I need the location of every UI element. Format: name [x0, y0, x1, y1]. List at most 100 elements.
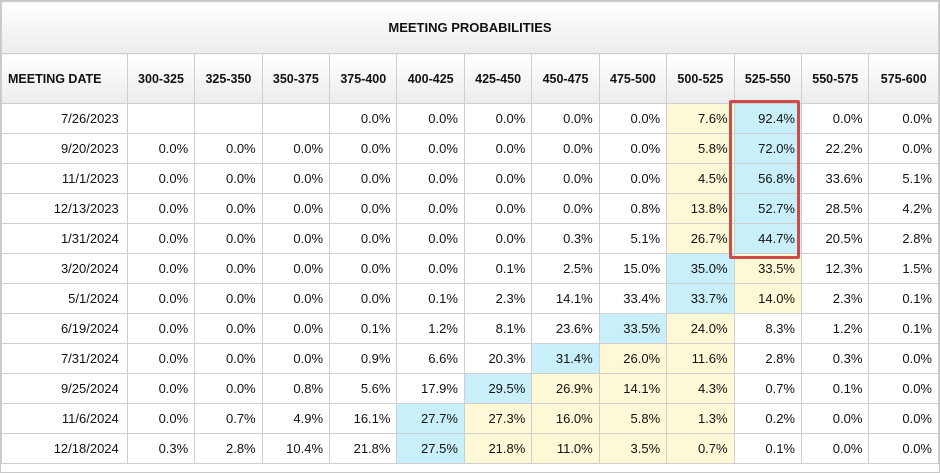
probability-cell: 14.0% [733, 283, 803, 314]
probability-cell: 0.0% [531, 133, 600, 164]
column-header-300-325: 300-325 [126, 53, 196, 104]
probability-cell: 0.0% [261, 193, 331, 224]
table-row: 3/20/2024 0.0% 0.0% 0.0% 0.0% 0.0% 0.1% 2.5% 15.… [1, 253, 939, 284]
probability-cell: 0.0% [126, 193, 196, 224]
probability-cell: 15.0% [598, 253, 668, 284]
table-row: 11/1/2023 0.0% 0.0% 0.0% 0.0% 0.0% 0.0% 0.0% 0.0… [1, 163, 939, 194]
column-header-400-425: 400-425 [396, 53, 465, 104]
probability-cell: 0.0% [126, 283, 196, 314]
meeting-date-cell: 5/1/2024 [1, 283, 128, 314]
probability-cell: 2.3% [463, 283, 533, 314]
table-row: 11/6/2024 0.0% 0.7% 4.9% 16.1% 27.7% 27.3% 16.0… [1, 403, 939, 434]
probability-cell: 0.7% [733, 373, 803, 404]
probability-cell: 33.4% [598, 283, 668, 314]
probability-cell: 4.2% [868, 193, 939, 224]
probability-cell: 1.3% [666, 403, 735, 434]
probability-cell: 21.8% [329, 433, 398, 464]
meeting-date-cell: 12/13/2023 [1, 193, 128, 224]
meeting-date-cell: 7/26/2023 [1, 103, 128, 134]
probability-cell: 28.5% [800, 193, 870, 224]
column-header-375-400: 375-400 [329, 53, 398, 104]
meeting-date-cell: 1/31/2024 [1, 223, 128, 254]
probability-cell: 33.7% [666, 283, 735, 314]
probability-cell: 6.6% [396, 343, 465, 374]
probability-cell: 0.1% [396, 283, 465, 314]
probability-cell: 0.0% [868, 133, 939, 164]
probability-cell: 0.0% [868, 103, 939, 134]
probability-cell: 35.0% [666, 253, 735, 284]
probability-cell: 12.3% [800, 253, 870, 284]
probability-cell: 0.0% [194, 163, 263, 194]
table-row: 9/20/2023 0.0% 0.0% 0.0% 0.0% 0.0% 0.0% 0.0% 0.0… [1, 133, 939, 164]
probability-cell: 0.0% [261, 313, 331, 344]
column-header-350-375: 350-375 [261, 53, 331, 104]
probability-cell: 7.6% [666, 103, 735, 134]
probability-cell: 27.7% [396, 403, 465, 434]
probability-cell: 92.4% [733, 103, 803, 134]
probability-cell: 16.1% [329, 403, 398, 434]
probability-cell: 0.0% [194, 193, 263, 224]
probability-cell: 2.8% [868, 223, 939, 254]
probability-cell: 0.0% [396, 133, 465, 164]
probability-cell: 4.9% [261, 403, 331, 434]
probability-cell: 5.8% [666, 133, 735, 164]
table-row: 5/1/2024 0.0% 0.0% 0.0% 0.0% 0.1% 2.3% 14.1% 33.… [1, 283, 939, 314]
probability-cell: 0.0% [261, 163, 331, 194]
probability-cell: 0.0% [868, 433, 939, 464]
probability-cell: 44.7% [733, 223, 803, 254]
probability-cell: 27.5% [396, 433, 465, 464]
probability-cell: 1.2% [800, 313, 870, 344]
probability-cell: 0.0% [396, 103, 465, 134]
probability-cell: 0.0% [126, 163, 196, 194]
meeting-date-cell: 3/20/2024 [1, 253, 128, 284]
probability-cell: 0.0% [598, 163, 668, 194]
table-body: 7/26/2023 0.0% 0.0% 0.0% 0.0% 0.0% 7.6% 92.4% 0.… [1, 103, 939, 464]
probability-cell: 0.0% [261, 343, 331, 374]
probability-cell [126, 103, 196, 134]
probability-cell: 0.0% [329, 253, 398, 284]
probability-cell: 0.0% [126, 373, 196, 404]
probability-cell: 0.0% [126, 223, 196, 254]
probability-cell: 4.5% [666, 163, 735, 194]
column-header-500-525: 500-525 [666, 53, 735, 104]
probability-cell: 16.0% [531, 403, 600, 434]
probability-cell: 0.0% [194, 313, 263, 344]
probability-cell: 0.9% [329, 343, 398, 374]
probability-cell: 0.7% [666, 433, 735, 464]
column-header-325-350: 325-350 [194, 53, 263, 104]
probability-cell: 0.0% [194, 133, 263, 164]
probability-cell: 0.0% [463, 223, 533, 254]
probability-cell: 0.3% [800, 343, 870, 374]
table-row: 7/26/2023 0.0% 0.0% 0.0% 0.0% 0.0% 7.6% 92.4% 0.… [1, 103, 939, 134]
table-row: 9/25/2024 0.0% 0.0% 0.8% 5.6% 17.9% 29.5% 26.9%… [1, 373, 939, 404]
probability-cell: 52.7% [733, 193, 803, 224]
probability-cell: 29.5% [463, 373, 533, 404]
probability-cell: 0.0% [800, 103, 870, 134]
probability-cell: 17.9% [396, 373, 465, 404]
probability-cell: 0.0% [261, 283, 331, 314]
table-row: 12/13/2023 0.0% 0.0% 0.0% 0.0% 0.0% 0.0% 0.0% 0.… [1, 193, 939, 224]
probability-cell: 0.0% [868, 343, 939, 374]
probability-cell: 0.0% [329, 193, 398, 224]
probability-cell: 23.6% [531, 313, 600, 344]
meeting-probabilities-table: MEETING PROBABILITIES MEETING DATE 300-32… [1, 1, 939, 464]
meeting-date-cell: 9/20/2023 [1, 133, 128, 164]
probability-cell: 0.0% [598, 103, 668, 134]
column-header-575-600: 575-600 [868, 53, 939, 104]
probability-cell: 33.5% [598, 313, 668, 344]
probability-cell: 56.8% [733, 163, 803, 194]
probability-cell: 0.0% [126, 343, 196, 374]
probability-cell: 0.0% [329, 283, 398, 314]
probability-cell: 0.0% [194, 343, 263, 374]
probability-cell: 72.0% [733, 133, 803, 164]
probability-cell: 0.0% [261, 133, 331, 164]
probability-cell: 5.8% [598, 403, 668, 434]
probability-cell: 0.0% [800, 403, 870, 434]
probability-cell: 2.8% [733, 343, 803, 374]
probability-cell: 2.8% [194, 433, 263, 464]
probability-cell: 0.0% [126, 313, 196, 344]
probability-cell: 1.2% [396, 313, 465, 344]
probability-cell: 24.0% [666, 313, 735, 344]
probability-cell: 2.5% [531, 253, 600, 284]
probability-cell: 0.0% [329, 103, 398, 134]
